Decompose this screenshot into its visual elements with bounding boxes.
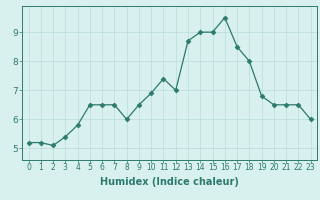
X-axis label: Humidex (Indice chaleur): Humidex (Indice chaleur) <box>100 177 239 187</box>
